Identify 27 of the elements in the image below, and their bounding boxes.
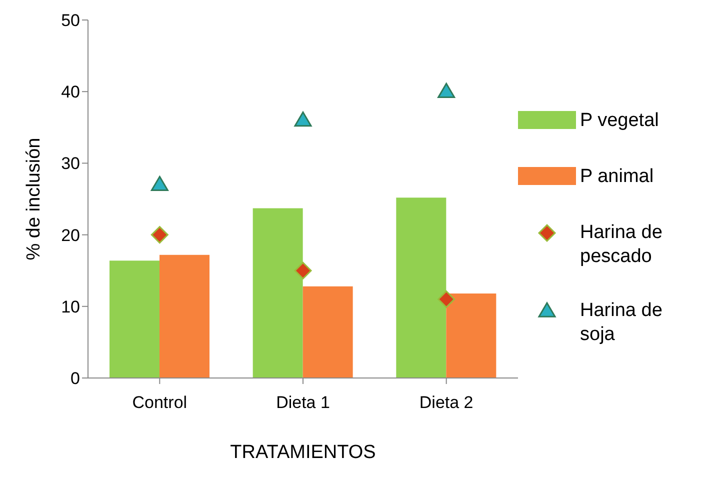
x-tick-label: Dieta 1: [276, 393, 330, 412]
y-tick-label: 10: [61, 297, 80, 316]
y-axis-title: % de inclusión: [24, 138, 45, 260]
point: [150, 176, 168, 192]
y-tick-label: 40: [61, 82, 80, 102]
legend-label: Harina de pescado: [580, 221, 664, 269]
y-tick-label: 0: [70, 369, 80, 388]
x-tick-label: Dieta 2: [419, 393, 474, 412]
bar: [252, 208, 303, 378]
point: [438, 82, 456, 98]
x-tick-label: Control: [132, 393, 188, 412]
legend-label: P vegetal: [580, 109, 660, 133]
legend-label: Harina de soja: [580, 299, 664, 347]
bar: [110, 260, 160, 378]
legend-label: P animal: [580, 165, 655, 189]
point: [294, 111, 312, 127]
bar: [446, 294, 496, 378]
x-axis-title: TRATAMIENTOS: [230, 442, 376, 463]
point: [294, 262, 312, 280]
bar: [302, 286, 353, 378]
y-tick-label: 20: [61, 226, 80, 245]
point: [150, 226, 168, 244]
bar: [160, 254, 210, 378]
y-tick-label: 30: [61, 154, 80, 174]
point: [438, 290, 456, 308]
bar: [396, 198, 446, 378]
y-tick-label: 50: [61, 11, 80, 30]
